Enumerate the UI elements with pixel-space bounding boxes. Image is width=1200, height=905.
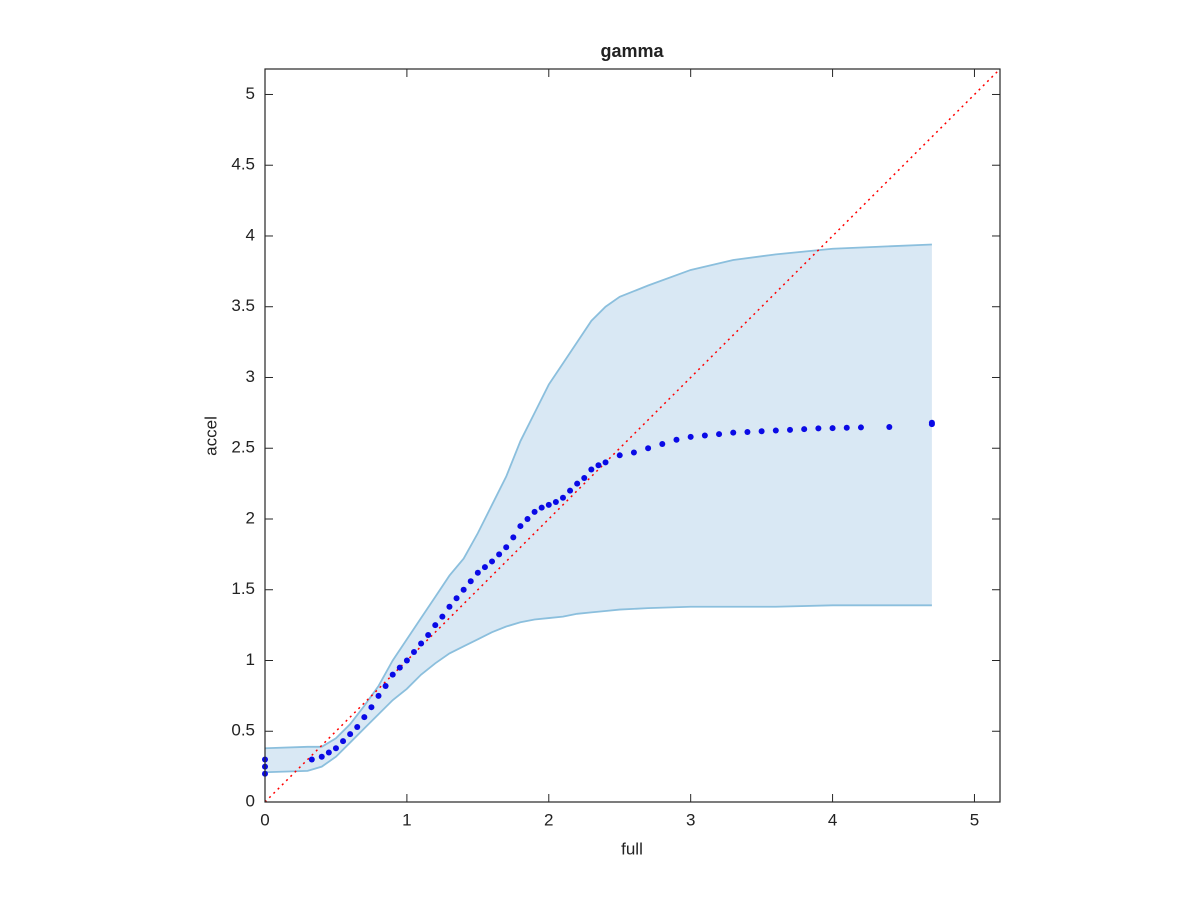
point [510, 534, 517, 541]
x-axis-label: full [621, 839, 643, 858]
x-tick-label: 1 [402, 810, 411, 829]
y-tick-label: 1 [246, 650, 255, 669]
point [595, 462, 602, 469]
point [567, 487, 574, 494]
y-axis-label: accel [201, 416, 220, 456]
point [687, 433, 694, 440]
point [439, 613, 446, 620]
point [772, 427, 779, 434]
point [730, 429, 737, 436]
point [857, 424, 864, 431]
point [425, 632, 432, 639]
point [460, 586, 467, 593]
point [787, 426, 793, 433]
point [758, 428, 765, 435]
point [318, 753, 325, 760]
y-tick-label: 2 [246, 508, 255, 527]
point [574, 480, 581, 487]
point [489, 558, 496, 565]
point [716, 431, 723, 438]
point [602, 459, 609, 466]
point [467, 578, 474, 585]
band-edge-lower [264, 604, 932, 774]
band-edge-upper [264, 243, 932, 750]
point [340, 738, 347, 745]
chart-title: gamma [600, 41, 664, 61]
point [361, 714, 368, 721]
y-tick-label: 5 [246, 84, 255, 103]
point [481, 564, 488, 571]
confidence-band [265, 244, 932, 773]
point [524, 515, 531, 522]
point [368, 704, 375, 711]
x-tick-label: 3 [686, 810, 695, 829]
y-tick-label: 2.5 [231, 438, 255, 457]
point [396, 664, 403, 671]
point [588, 466, 595, 473]
point [829, 425, 836, 432]
x-tick-label: 4 [828, 810, 837, 829]
point [453, 595, 460, 602]
point [347, 731, 354, 738]
point [496, 551, 503, 558]
point [538, 504, 545, 511]
x-tick-label: 5 [970, 810, 979, 829]
point [559, 494, 566, 501]
point [354, 724, 361, 731]
point [843, 424, 850, 431]
point [815, 425, 822, 432]
point [886, 424, 893, 431]
point [928, 419, 935, 426]
point [673, 436, 680, 443]
point [517, 523, 524, 530]
point [645, 445, 652, 452]
y-tick-label: 4 [246, 225, 255, 244]
point [701, 432, 708, 439]
point [659, 440, 666, 447]
point [744, 428, 751, 435]
point [503, 544, 510, 551]
point [432, 622, 439, 629]
y-tick-label: 4.5 [231, 155, 255, 174]
point [545, 501, 552, 508]
point [474, 569, 481, 576]
y-tick-label: 1.5 [231, 579, 255, 598]
point [418, 640, 425, 647]
point [531, 508, 538, 515]
point [630, 449, 637, 456]
point [308, 756, 315, 763]
point [375, 692, 382, 699]
x-tick-label: 0 [260, 810, 269, 829]
point [552, 499, 559, 506]
point [382, 682, 389, 689]
point [446, 603, 453, 610]
point [616, 452, 623, 459]
x-tick-label: 2 [544, 810, 553, 829]
y-tick-label: 0.5 [231, 721, 255, 740]
point [801, 426, 808, 433]
reference-line [264, 68, 1001, 803]
y-tick-label: 0 [246, 791, 255, 810]
point [403, 657, 410, 664]
point [389, 671, 396, 678]
point [581, 474, 588, 481]
point [410, 649, 417, 656]
y-tick-label: 3 [246, 367, 255, 386]
y-tick-label: 3.5 [231, 296, 255, 315]
point [325, 749, 332, 756]
axes-box [264, 68, 1001, 803]
point [332, 745, 339, 752]
